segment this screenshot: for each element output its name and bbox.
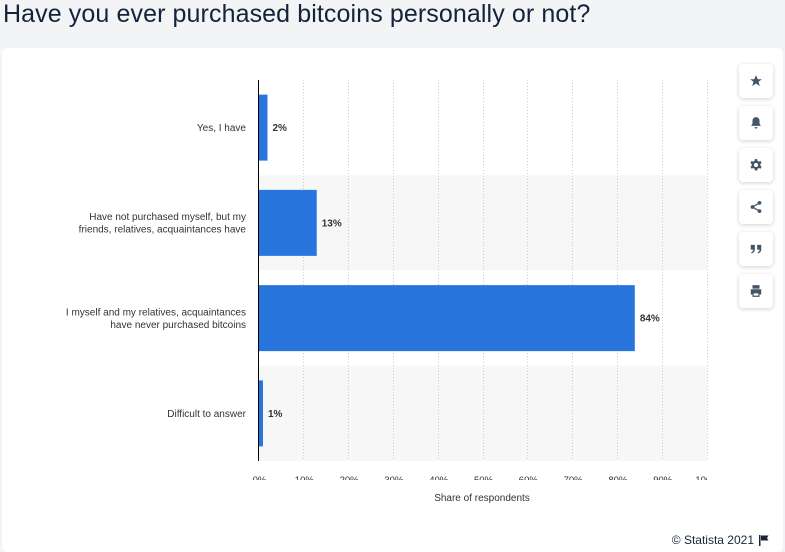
value-label: 2% [272,123,287,134]
x-tick-label: 40% [429,475,449,486]
value-labels: 2% 13% 84% 1% [268,123,660,420]
bars [258,94,635,447]
footer: © Statista 2021 [672,533,769,547]
x-tick-labels: 0% 10% 20% 30% 40% 50% 60% 70% 80% 90% 100% [253,475,720,486]
category-band [258,365,707,461]
x-tick-label: 100% [695,475,720,486]
value-label: 1% [268,409,283,420]
x-tick-label: 80% [608,475,628,486]
bar[interactable] [258,94,268,161]
category-label: friends, relatives, acquaintances have [79,225,247,236]
cite-button[interactable] [739,232,773,266]
value-label: 84% [640,314,660,325]
category-bands [258,175,707,461]
value-label: 13% [322,218,342,229]
x-tick-label: 60% [519,475,539,486]
x-tick-label: 0% [253,475,267,486]
category-labels: Yes, I have Have not purchased myself, bu… [66,123,247,420]
print-button[interactable] [739,274,773,308]
x-tick-label: 10% [295,475,315,486]
x-tick-label: 50% [474,475,494,486]
bar[interactable] [258,380,263,447]
favorite-button[interactable] [739,64,773,98]
print-icon [750,285,762,297]
x-tick-label: 20% [340,475,360,486]
notification-button[interactable] [739,106,773,140]
x-axis-label: Share of respondents [434,493,530,504]
bell-icon [751,117,761,129]
category-label: Have not purchased myself, but my [89,212,246,223]
category-band [258,175,707,271]
bar[interactable] [258,189,317,256]
gridlines [303,80,708,461]
category-label: Difficult to answer [167,409,246,420]
flag-icon[interactable] [759,534,769,546]
category-label: I myself and my relatives, acquaintances [66,307,246,318]
bar[interactable] [258,285,635,352]
quote-icon [750,244,762,254]
copyright-text: © Statista 2021 [671,533,754,547]
page-title: Have you ever purchased bitcoins persona… [3,0,591,28]
gear-icon [750,159,762,171]
star-icon [750,75,762,86]
share-button[interactable] [739,190,773,224]
category-label: have never purchased bitcoins [110,320,246,331]
x-tick-label: 90% [653,475,673,486]
category-label: Yes, I have [197,123,247,134]
x-tick-label: 30% [384,475,404,486]
share-icon [750,201,762,213]
settings-button[interactable] [739,148,773,182]
chart-toolbar [739,64,773,316]
x-tick-label: 70% [564,475,584,486]
